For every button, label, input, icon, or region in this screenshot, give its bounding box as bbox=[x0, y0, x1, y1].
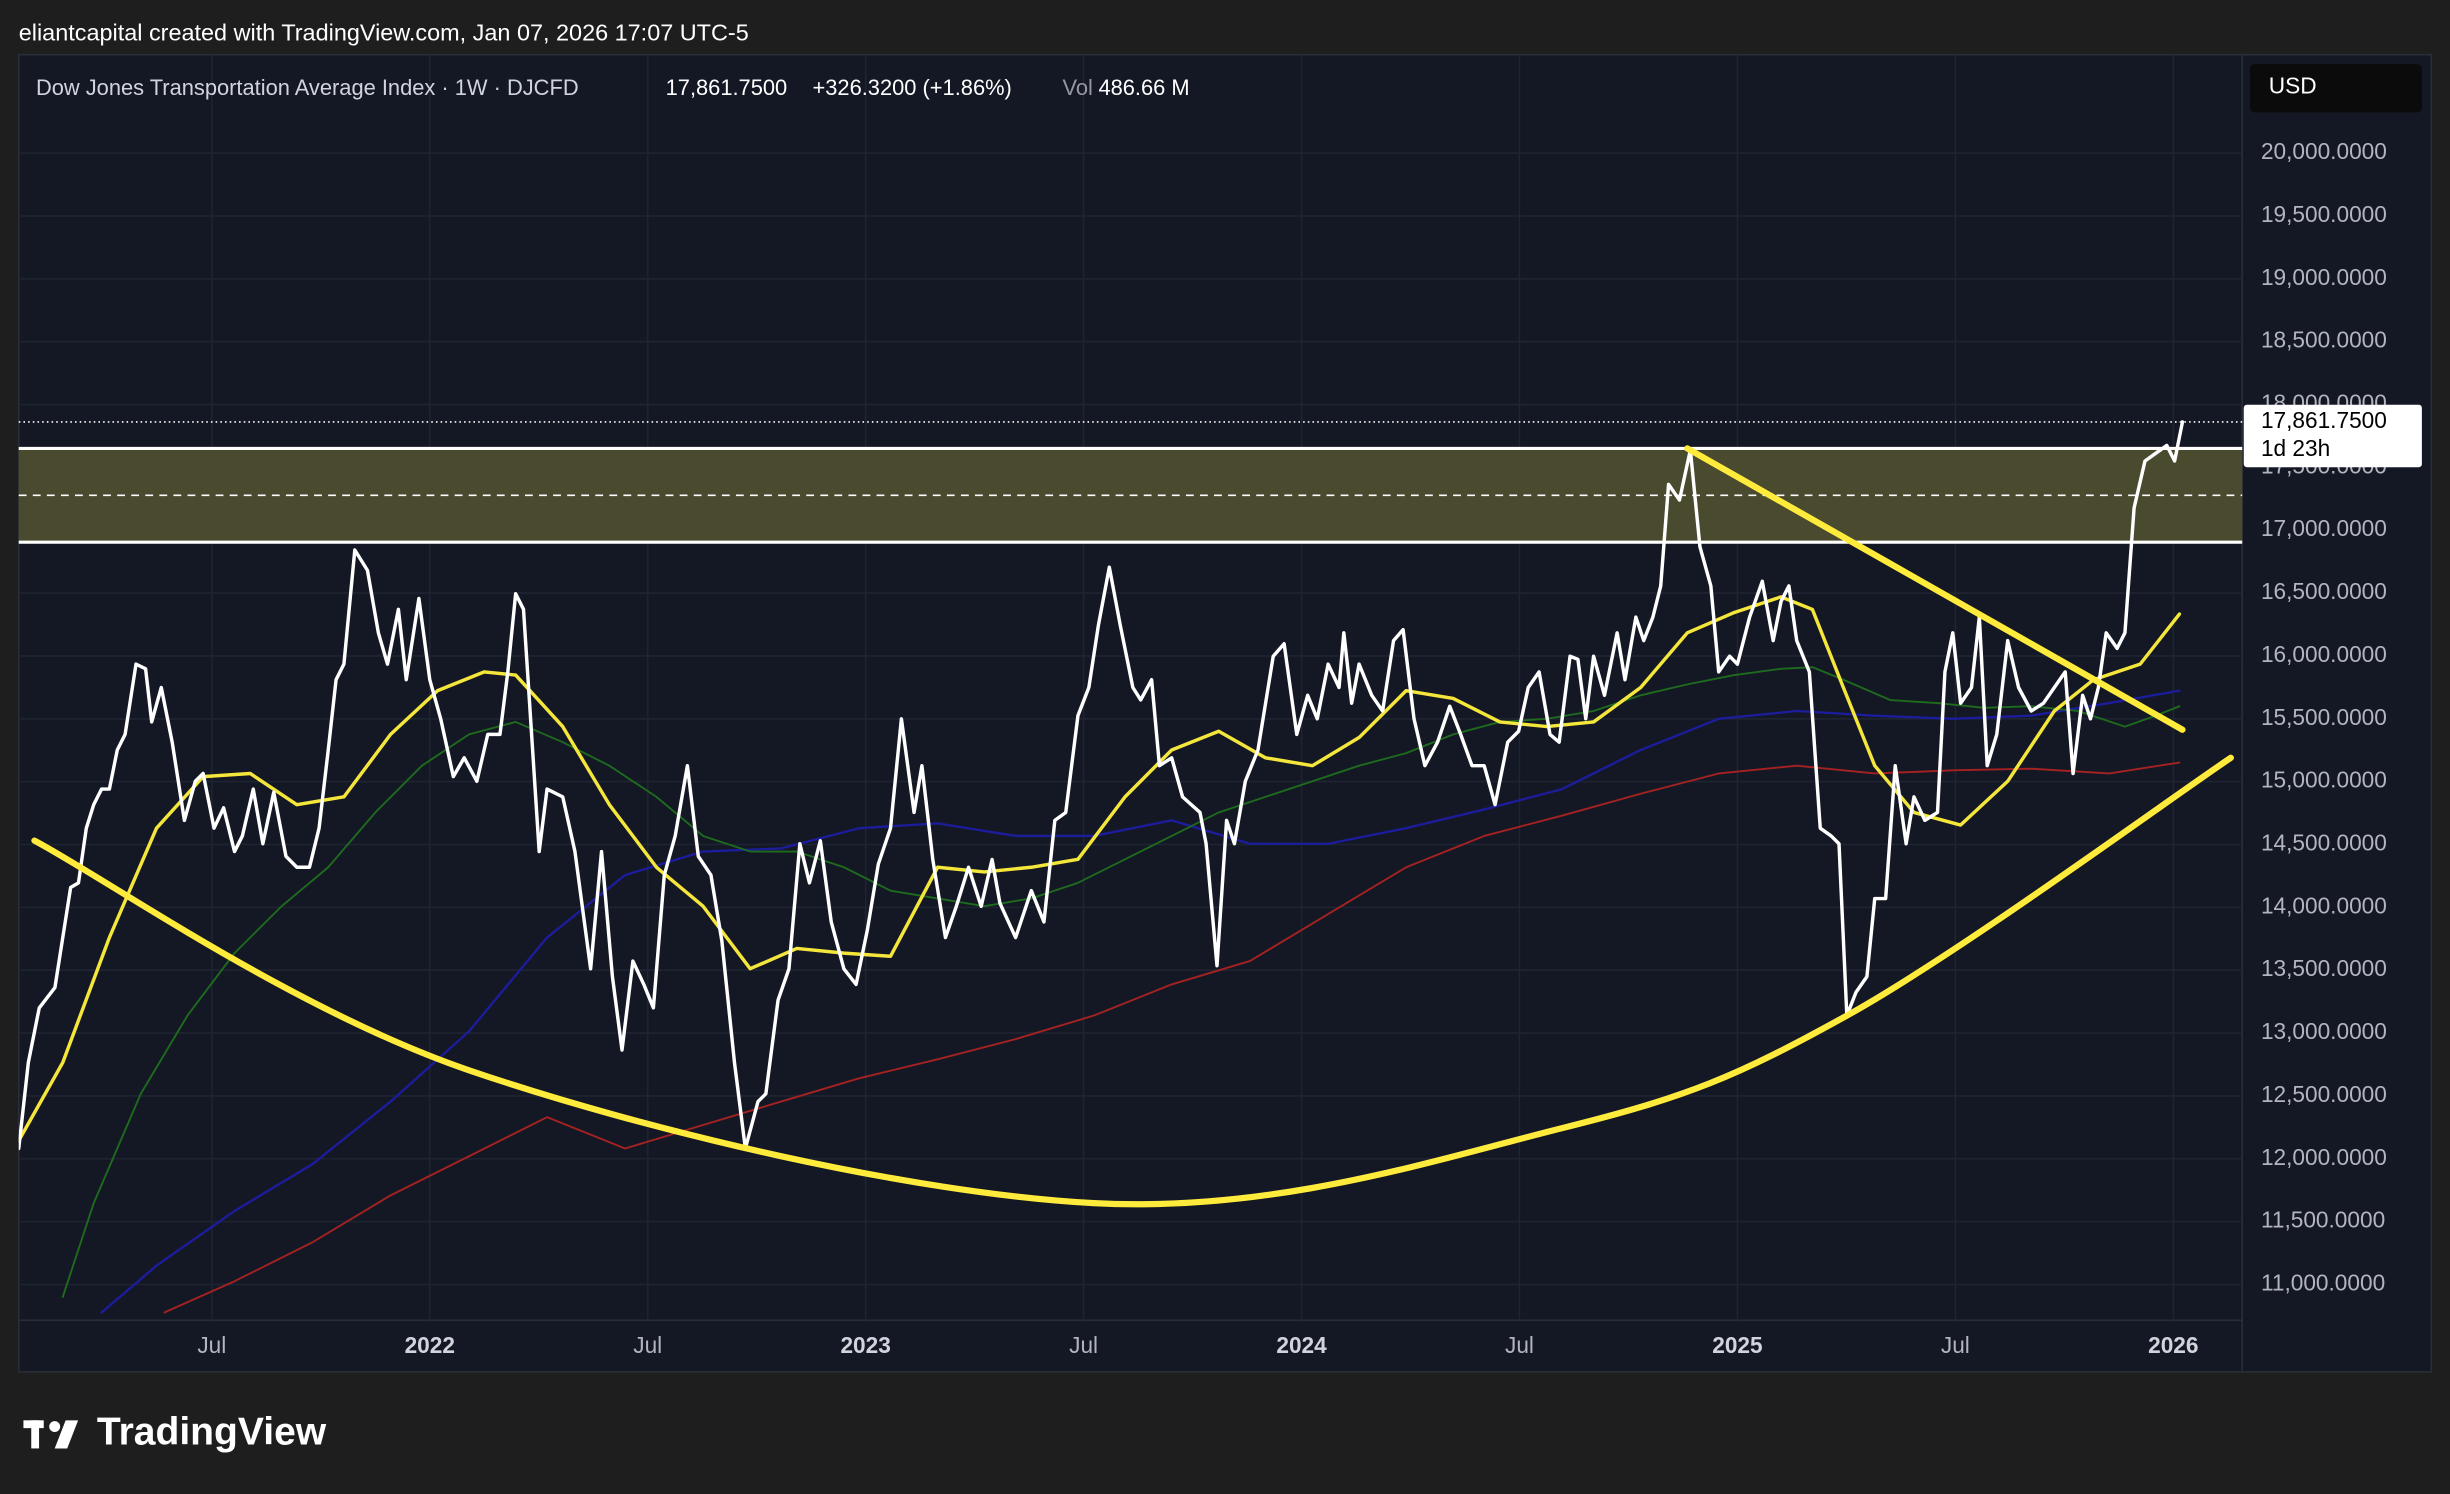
y-tick-label: 18,500.0000 bbox=[2261, 327, 2387, 353]
x-tick-label: Jul bbox=[633, 1332, 662, 1358]
price-axis bbox=[2242, 54, 2432, 1372]
x-tick-label: 2024 bbox=[1276, 1332, 1327, 1358]
x-tick-label: 2025 bbox=[1712, 1332, 1762, 1358]
trendline bbox=[1684, 445, 2186, 733]
y-tick-label: 13,500.0000 bbox=[2261, 955, 2387, 981]
y-tick-label: 11,000.0000 bbox=[2261, 1269, 2385, 1295]
last-price: 17,861.7500 bbox=[666, 75, 788, 100]
currency-label[interactable]: USD bbox=[2269, 72, 2317, 98]
last-price-label: 17,861.7500 bbox=[2261, 407, 2387, 433]
y-tick-label: 19,500.0000 bbox=[2261, 201, 2387, 227]
y-tick-label: 11,500.0000 bbox=[2261, 1207, 2385, 1233]
volume-label: Vol bbox=[1063, 75, 1093, 100]
last-price-badge bbox=[2243, 404, 2422, 468]
logo-part bbox=[54, 1420, 79, 1449]
y-tick-label: 20,000.0000 bbox=[2261, 138, 2387, 164]
x-tick-label: 2026 bbox=[2148, 1332, 2198, 1358]
attribution: eliantcapital created with TradingView.c… bbox=[19, 20, 749, 46]
y-tick-label: 12,000.0000 bbox=[2261, 1144, 2387, 1170]
price-line bbox=[61, 666, 2181, 1298]
y-tick-label: 16,000.0000 bbox=[2261, 641, 2387, 667]
countdown: 1d 23h bbox=[2261, 435, 2330, 461]
x-tick-label: Jul bbox=[1505, 1332, 1534, 1358]
price-line bbox=[18, 595, 2182, 1143]
volume: 486.66 M bbox=[1098, 75, 1189, 100]
logo-part bbox=[49, 1421, 61, 1433]
y-tick-label: 19,000.0000 bbox=[2261, 264, 2387, 290]
y-tick-label: 14,500.0000 bbox=[2261, 829, 2387, 855]
curve-trendline bbox=[31, 754, 2234, 1208]
x-tick-label: Jul bbox=[1941, 1332, 1970, 1358]
y-tick-label: 16,500.0000 bbox=[2261, 578, 2387, 604]
y-tick-label: 14,000.0000 bbox=[2261, 892, 2387, 918]
x-tick-label: 2023 bbox=[840, 1332, 890, 1358]
legend: Dow Jones Transportation Average Index ·… bbox=[36, 75, 1190, 100]
price-line bbox=[100, 689, 2181, 1314]
brand-name: TradingView bbox=[97, 1411, 327, 1454]
x-tick-label: Jul bbox=[1069, 1332, 1098, 1358]
y-tick-label: 15,500.0000 bbox=[2261, 704, 2387, 730]
frame bbox=[17, 53, 2433, 1373]
y-tick-label: 15,000.0000 bbox=[2261, 767, 2387, 793]
brand-logo: TradingView bbox=[23, 1411, 327, 1454]
logo-part bbox=[31, 1420, 40, 1449]
currency-button[interactable] bbox=[2250, 64, 2422, 113]
symbol-title: Dow Jones Transportation Average Index ·… bbox=[36, 75, 579, 100]
y-tick-label: 12,500.0000 bbox=[2261, 1081, 2387, 1107]
y-tick-label: 17,000.0000 bbox=[2261, 515, 2387, 541]
price-change: +326.3200 (+1.86%) bbox=[813, 75, 1012, 100]
y-tick-label: 13,000.0000 bbox=[2261, 1018, 2387, 1044]
x-tick-label: 2022 bbox=[405, 1332, 455, 1358]
price-line bbox=[163, 761, 2181, 1314]
x-tick-label: Jul bbox=[197, 1332, 226, 1358]
chart-pane bbox=[18, 54, 2243, 1372]
